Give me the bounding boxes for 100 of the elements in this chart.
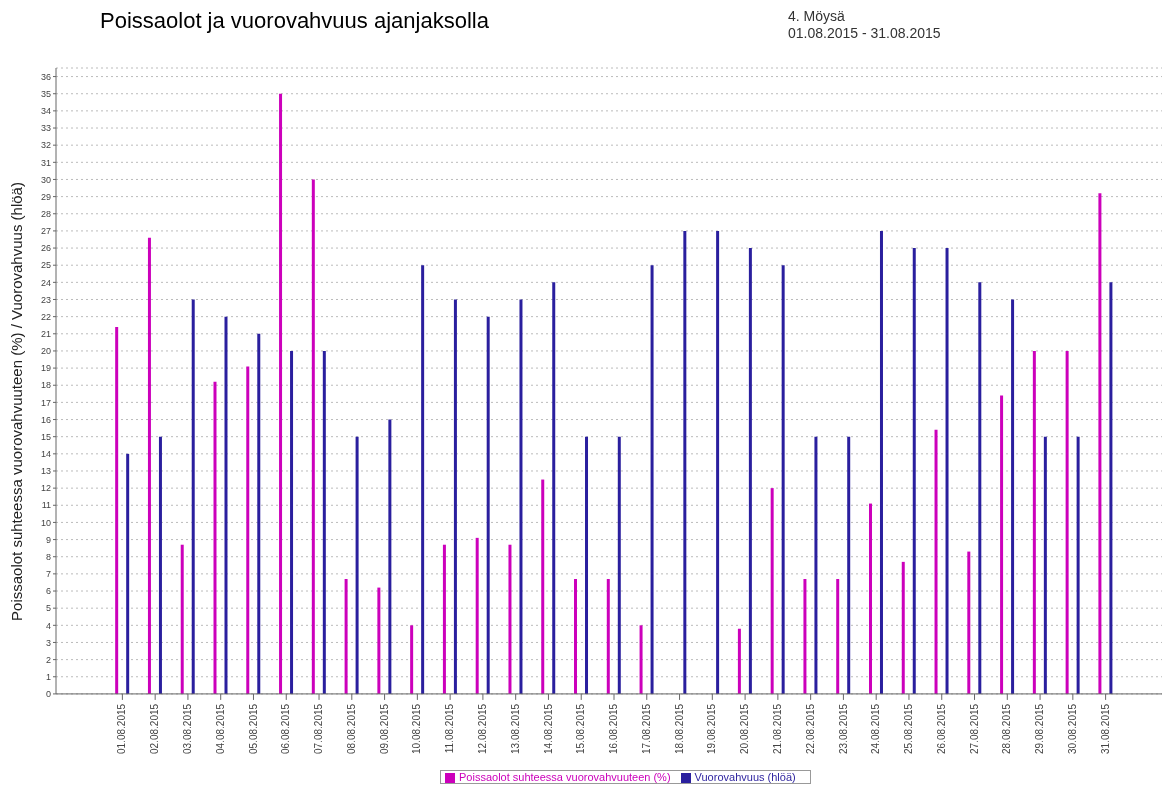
x-tick-label: 26.08.2015 (935, 703, 947, 754)
bar (770, 488, 774, 694)
y-tick-label: 27 (40, 226, 51, 237)
x-tick-label: 15.08.2015 (575, 703, 587, 754)
y-tick-label: 29 (40, 191, 51, 202)
y-tick-label: 30 (40, 174, 51, 185)
y-tick-label: 22 (40, 311, 51, 322)
bar (475, 537, 479, 694)
y-tick-label: 8 (45, 551, 51, 562)
x-tick-label: 10.08.2015 (411, 703, 423, 754)
y-tick-label: 24 (40, 277, 51, 288)
y-tick-label: 7 (45, 569, 51, 580)
bar (606, 579, 610, 694)
x-tick-label: 19.08.2015 (706, 703, 718, 754)
x-tick-label: 04.08.2015 (214, 703, 226, 754)
bar (748, 248, 752, 694)
x-tick-label: 05.08.2015 (247, 703, 259, 754)
bar (879, 230, 883, 694)
x-tick-label: 24.08.2015 (870, 703, 882, 754)
y-tick-label: 15 (40, 431, 51, 442)
bar (541, 479, 545, 694)
bar (617, 436, 621, 694)
bar (585, 436, 589, 694)
y-tick-label: 20 (40, 346, 51, 357)
bar (847, 436, 851, 694)
x-tick-label: 23.08.2015 (837, 703, 849, 754)
bar (1043, 436, 1047, 694)
bar (781, 265, 785, 694)
y-tick-label: 3 (45, 637, 51, 648)
y-tick-label: 18 (40, 380, 51, 391)
bar (1000, 395, 1004, 694)
x-tick-label: 16.08.2015 (608, 703, 620, 754)
bar (901, 561, 905, 694)
x-tick-label: 14.08.2015 (542, 703, 554, 754)
bar (803, 579, 807, 694)
y-tick-label: 19 (40, 363, 51, 374)
bar (344, 579, 348, 694)
bar (1011, 299, 1015, 694)
bar (1032, 350, 1036, 694)
y-tick-label: 6 (45, 586, 51, 597)
bar (978, 282, 982, 694)
y-tick-label: 36 (40, 71, 51, 82)
x-tick-label: 12.08.2015 (477, 703, 488, 754)
x-tick-label: 02.08.2015 (149, 703, 161, 754)
x-tick-label: 20.08.2015 (739, 703, 751, 754)
y-tick-label: 17 (40, 397, 51, 408)
x-tick-label: 29.08.2015 (1034, 703, 1046, 754)
bar (737, 628, 741, 694)
x-tick-label: 25.08.2015 (903, 703, 915, 754)
bar (115, 326, 119, 694)
y-tick-label: 32 (40, 140, 51, 151)
y-tick-label: 34 (40, 106, 51, 117)
x-tick-label: 06.08.2015 (280, 703, 292, 754)
bar (126, 453, 130, 694)
bar (486, 316, 490, 694)
x-tick-label: 18.08.2015 (673, 703, 685, 754)
bar (836, 579, 840, 694)
bar (1076, 436, 1080, 694)
bar (814, 436, 818, 694)
bar (158, 436, 162, 694)
bar (410, 625, 414, 694)
y-tick-label: 33 (40, 123, 51, 134)
legend-label: Vuorovahvuus (hlöä) (694, 770, 796, 783)
bar (191, 299, 195, 694)
x-tick-label: 21.08.2015 (771, 703, 783, 754)
bar (311, 179, 315, 694)
x-tick-label: 07.08.2015 (313, 703, 325, 754)
y-tick-label: 13 (40, 466, 51, 477)
chart-subtitle: 4. Möysä 01.08.2015 - 31.08.2015 (788, 8, 941, 42)
bar (650, 265, 654, 694)
bar (213, 381, 217, 694)
bar (442, 544, 446, 694)
bar (1109, 282, 1113, 694)
bar (355, 436, 359, 694)
x-tick-label: 22.08.2015 (804, 703, 816, 754)
y-tick-label: 11 (41, 500, 51, 511)
y-tick-label: 5 (45, 603, 51, 614)
bar (945, 248, 949, 694)
x-tick-label: 08.08.2015 (345, 703, 357, 754)
bar (552, 282, 556, 694)
y-tick-label: 2 (45, 654, 51, 665)
y-tick-label: 23 (40, 294, 51, 305)
bar (574, 579, 578, 694)
x-tick-label: 27.08.2015 (968, 703, 980, 754)
x-tick-label: 03.08.2015 (182, 703, 194, 754)
y-tick-label: 4 (45, 620, 51, 631)
bar (934, 429, 938, 694)
bar (868, 503, 872, 694)
y-tick-label: 10 (40, 517, 51, 528)
bar (388, 419, 392, 694)
x-tick-label: 13.08.2015 (509, 703, 521, 754)
y-tick-label: 9 (45, 534, 51, 545)
y-tick-label: 14 (40, 449, 51, 460)
x-tick-label: 28.08.2015 (1001, 703, 1013, 754)
bar (716, 230, 720, 694)
bar (421, 265, 425, 694)
y-tick-label: 21 (40, 328, 51, 339)
y-tick-label: 35 (40, 88, 51, 99)
x-tick-label: 17.08.2015 (640, 703, 652, 754)
y-tick-label: 28 (40, 208, 51, 219)
